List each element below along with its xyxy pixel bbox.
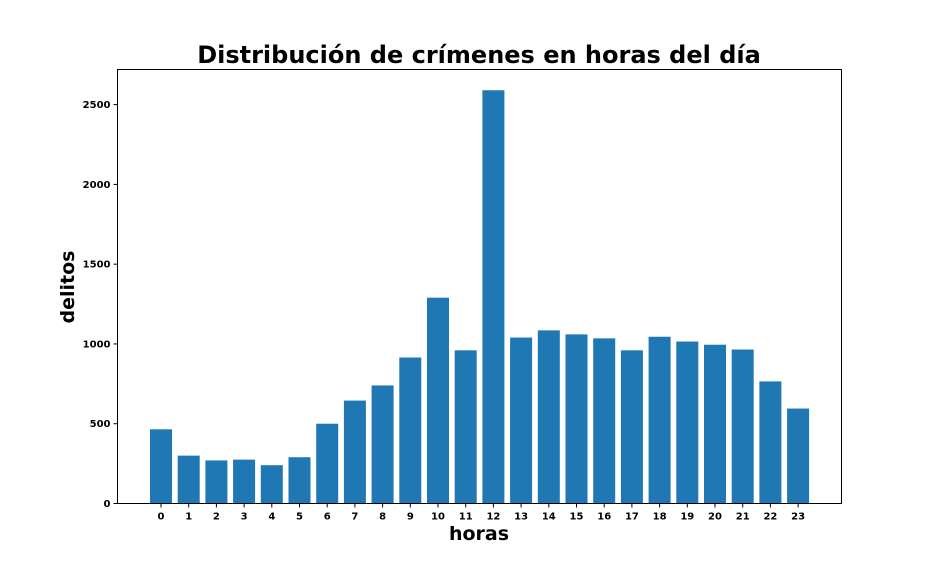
y-axis-label: delitos xyxy=(57,251,79,324)
x-tick-label: 15 xyxy=(570,512,584,523)
bar-hour-12 xyxy=(482,90,505,504)
y-tick-label: 2500 xyxy=(83,100,111,111)
bar-hour-21 xyxy=(731,349,754,504)
bar-hour-4 xyxy=(260,465,283,504)
x-tick-label: 10 xyxy=(431,512,445,523)
x-tick-label: 18 xyxy=(653,512,667,523)
bar-hour-1 xyxy=(177,455,200,504)
bar-hour-20 xyxy=(704,344,726,504)
x-tick-label: 21 xyxy=(736,512,750,523)
x-tick-label: 11 xyxy=(459,512,473,523)
x-tick-label: 16 xyxy=(597,512,611,523)
chart-title: Distribución de crímenes en horas del dí… xyxy=(197,41,761,69)
x-tick-label: 3 xyxy=(241,512,248,523)
bar-hour-22 xyxy=(759,381,782,504)
x-tick-label: 23 xyxy=(791,512,805,523)
x-tick-label: 4 xyxy=(268,512,275,523)
bar-hour-5 xyxy=(288,457,311,504)
bars-group xyxy=(150,90,810,504)
x-tick-label: 8 xyxy=(379,512,386,523)
y-tick-label: 1500 xyxy=(83,260,111,271)
x-tick-label: 19 xyxy=(680,512,694,523)
x-tick-label: 14 xyxy=(542,512,556,523)
x-tick-label: 9 xyxy=(407,512,414,523)
bar-hour-8 xyxy=(371,385,394,504)
bar-hour-13 xyxy=(510,337,533,504)
x-axis-ticks: 0 1 2 3 4 5 6 7 8 9 10 11 12 13 14 15 16 17 18 19 20 21 22 23 xyxy=(158,503,805,523)
bar-hour-17 xyxy=(620,350,643,504)
bar-hour-18 xyxy=(648,336,671,504)
bar-hour-0 xyxy=(150,429,172,504)
x-tick-label: 20 xyxy=(708,512,722,523)
bar-hour-2 xyxy=(205,460,228,504)
y-tick-label: 2000 xyxy=(83,180,111,191)
x-tick-label: 13 xyxy=(514,512,528,523)
x-tick-label: 2 xyxy=(213,512,220,523)
bar-hour-10 xyxy=(427,297,449,504)
y-tick-label: 1000 xyxy=(83,339,111,350)
y-tick-label: 500 xyxy=(90,419,111,430)
x-tick-label: 6 xyxy=(324,512,331,523)
x-tick-label: 17 xyxy=(625,512,639,523)
bar-hour-19 xyxy=(676,341,699,504)
bar-hour-15 xyxy=(565,334,588,504)
plot-frame xyxy=(117,69,842,504)
bar-hour-11 xyxy=(454,350,477,504)
x-tick-label: 22 xyxy=(763,512,777,523)
x-tick-label: 12 xyxy=(486,512,500,523)
y-axis-ticks: 0 500 1000 1500 2000 2500 xyxy=(83,100,118,510)
bar-hour-23 xyxy=(787,408,810,504)
bar-hour-6 xyxy=(316,423,339,504)
y-tick-label: 0 xyxy=(104,499,111,510)
bar-hour-14 xyxy=(537,330,560,504)
bar-hour-9 xyxy=(399,357,422,504)
x-tick-label: 0 xyxy=(158,512,165,523)
bar-hour-16 xyxy=(593,338,616,504)
bar-hour-3 xyxy=(233,459,256,504)
bar-hour-7 xyxy=(343,400,366,504)
x-tick-label: 5 xyxy=(296,512,303,523)
x-axis-label: horas xyxy=(449,523,509,545)
x-tick-label: 1 xyxy=(185,512,192,523)
x-tick-label: 7 xyxy=(351,512,358,523)
